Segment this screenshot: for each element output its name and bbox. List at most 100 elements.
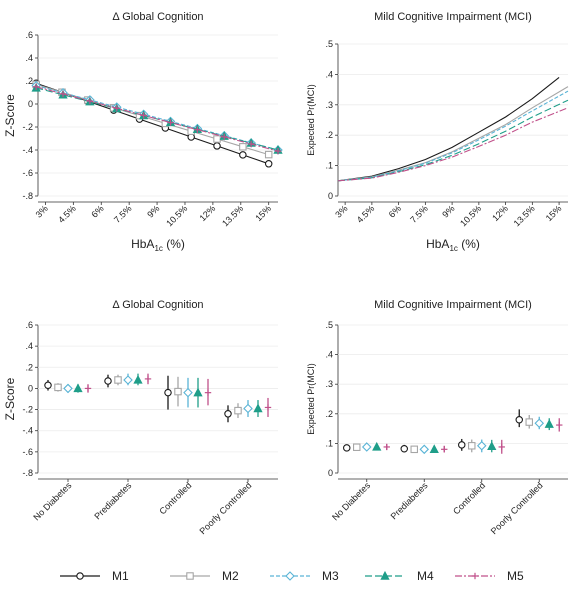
x-tick-label: Controlled	[451, 480, 487, 516]
x-tick-label: 4.5%	[355, 203, 377, 225]
y-tick-label: .2	[325, 130, 333, 140]
x-axis-label-sub: 1c	[154, 244, 162, 253]
panel-p1: Δ Global Cognition .6 .4 .2 0 -.2 -.4 -.6 -.8 Z-S…	[3, 11, 283, 253]
point-M2	[54, 383, 62, 392]
x-tick-label: 15%	[544, 203, 564, 223]
point-M5	[498, 443, 505, 451]
legend: M1 M2 M3 M4 M5	[60, 569, 524, 583]
y-tick-label: -.2	[22, 405, 33, 415]
y-axis-label: Expected Pr(MCI)	[306, 363, 316, 435]
x-axis-label-unit: (%)	[458, 237, 480, 251]
x-tick-label: 7.5%	[112, 203, 134, 225]
chart-title: Mild Cognitive Impairment (MCI)	[374, 299, 532, 311]
legend-item-M1: M1	[60, 569, 129, 583]
point-M5	[441, 446, 448, 453]
x-tick-label: Prediabetes	[92, 480, 133, 521]
y-tick-label: -.4	[22, 145, 33, 155]
y-tick-label: -.2	[22, 122, 33, 132]
point-M4	[73, 383, 83, 393]
point-M2	[264, 150, 273, 159]
x-tick-label: 13.5%	[512, 203, 537, 228]
x-tick-label: 15%	[253, 203, 273, 223]
y-tick-label: .2	[25, 76, 33, 86]
point-M4	[193, 387, 203, 397]
y-tick-label: 0	[28, 99, 33, 109]
x-tick-label: 3%	[34, 203, 50, 219]
x-tick-label: 6%	[387, 203, 403, 219]
y-tick-label: 0	[328, 468, 333, 478]
legend-marker	[186, 572, 194, 580]
y-axis-label: Z-Score	[3, 94, 17, 137]
y-tick-label: .4	[25, 341, 33, 351]
x-axis-label-main: HbA	[131, 237, 154, 251]
point-M2	[234, 406, 242, 415]
point-M4	[429, 444, 439, 454]
point-M5	[113, 105, 120, 112]
x-axis-label-sub: 1c	[449, 244, 457, 253]
point-M5	[84, 385, 92, 392]
legend-item-M2: M2	[170, 569, 239, 583]
x-tick-label: Prediabetes	[389, 480, 430, 521]
point-M3	[63, 383, 73, 394]
legend-label: M3	[322, 569, 339, 583]
series-line-M3	[337, 90, 569, 182]
y-tick-label: .6	[25, 320, 33, 330]
point-M2	[239, 143, 247, 151]
x-axis-label: HbA1c (%)	[426, 237, 480, 253]
x-tick-label: No Diabetes	[31, 480, 73, 522]
panel-p2: Mild Cognitive Impairment (MCI) .5 .4 .3 .2.…	[306, 11, 569, 253]
point-M5	[167, 119, 174, 126]
legend-label: M2	[222, 569, 239, 583]
point-M3	[123, 375, 133, 385]
point-M5	[274, 147, 282, 155]
y-tick-label: -.4	[22, 426, 33, 436]
x-tick-label: 9%	[145, 203, 161, 219]
x-tick-label: 10.5%	[458, 203, 483, 228]
y-tick-label: .6	[25, 30, 33, 40]
y-axis-label: Expected Pr(MCI)	[306, 84, 316, 156]
series-line-M2	[337, 86, 569, 182]
legend-marker	[471, 572, 479, 580]
point-M1	[213, 142, 221, 150]
point-M5	[140, 112, 147, 119]
y-tick-label: .4	[25, 53, 33, 63]
series-line-M5	[35, 86, 279, 152]
point-M3	[534, 418, 545, 429]
legend-label: M5	[507, 569, 524, 583]
point-M5	[247, 140, 255, 148]
point-M4	[487, 441, 497, 451]
x-tick-label: 7.5%	[408, 203, 430, 225]
legend-label: M4	[417, 569, 434, 583]
point-M1	[400, 444, 408, 453]
point-M1	[164, 388, 172, 397]
x-tick-label: Controlled	[157, 480, 193, 516]
y-tick-label: .4	[325, 69, 333, 79]
chart-title: Mild Cognitive Impairment (MCI)	[374, 11, 532, 23]
point-M1	[44, 381, 52, 390]
y-tick-label: .5	[325, 39, 333, 49]
point-M4	[372, 441, 382, 451]
point-M5	[59, 90, 67, 98]
legend-marker	[285, 571, 295, 581]
point-M5	[86, 97, 94, 105]
point-M2	[352, 443, 361, 451]
chart-title: Δ Global Cognition	[112, 299, 203, 311]
point-M2	[114, 376, 122, 384]
y-tick-label: .5	[325, 320, 333, 330]
point-M5	[556, 421, 563, 429]
legend-item-M5: M5	[455, 569, 524, 583]
legend-item-M4: M4	[365, 569, 434, 583]
x-tick-label: 10.5%	[164, 203, 189, 228]
y-tick-label: 0	[28, 383, 33, 393]
point-M4	[253, 403, 263, 413]
series-line-M4	[35, 87, 279, 151]
series-line-M1	[337, 76, 560, 182]
y-tick-label: .1	[325, 161, 333, 171]
point-M1	[342, 444, 351, 452]
x-tick-label: 12%	[197, 203, 217, 223]
y-tick-label: .4	[325, 350, 333, 360]
point-M1	[104, 377, 112, 385]
x-tick-label: Poorly Controlled	[489, 480, 545, 536]
point-M2	[410, 445, 418, 454]
